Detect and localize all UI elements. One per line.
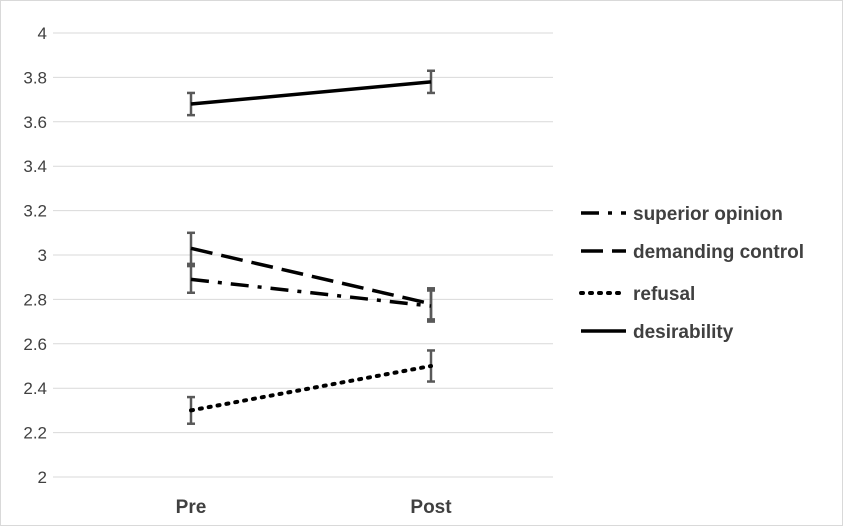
- legend-label: demanding control: [633, 242, 804, 263]
- y-tick-label: 2.4: [23, 379, 47, 398]
- y-tick-label: 3: [38, 246, 47, 265]
- y-tick-label: 3.4: [23, 157, 47, 176]
- legend-label: refusal: [633, 284, 695, 305]
- y-axis-tick-labels: 4 3.8 3.6 3.4 3.2 3 2.8 2.6 2.4 2.2 2: [23, 24, 47, 487]
- x-category-label: Post: [410, 497, 452, 518]
- gridlines: [53, 32, 553, 478]
- legend-label: desirability: [633, 322, 734, 343]
- legend: superior opinion demanding control refusal…: [579, 204, 804, 343]
- series-line: [190, 80, 432, 106]
- y-tick-label: 3.6: [23, 113, 47, 132]
- legend-label: superior opinion: [633, 204, 783, 225]
- y-tick-label: 2.8: [23, 290, 47, 309]
- y-tick-label: 3.8: [23, 68, 47, 87]
- y-tick-label: 2.2: [23, 424, 47, 443]
- y-tick-label: 2.6: [23, 335, 47, 354]
- series-line: [190, 246, 432, 306]
- series-lines: [189, 80, 433, 413]
- y-tick-label: 4: [38, 24, 47, 43]
- series-line: [190, 277, 432, 308]
- y-tick-label: 2: [38, 468, 47, 487]
- error-bars: [187, 69, 435, 425]
- x-category-label: Pre: [176, 497, 207, 518]
- y-tick-label: 3.2: [23, 202, 47, 221]
- x-axis-category-labels: Pre Post: [176, 497, 453, 518]
